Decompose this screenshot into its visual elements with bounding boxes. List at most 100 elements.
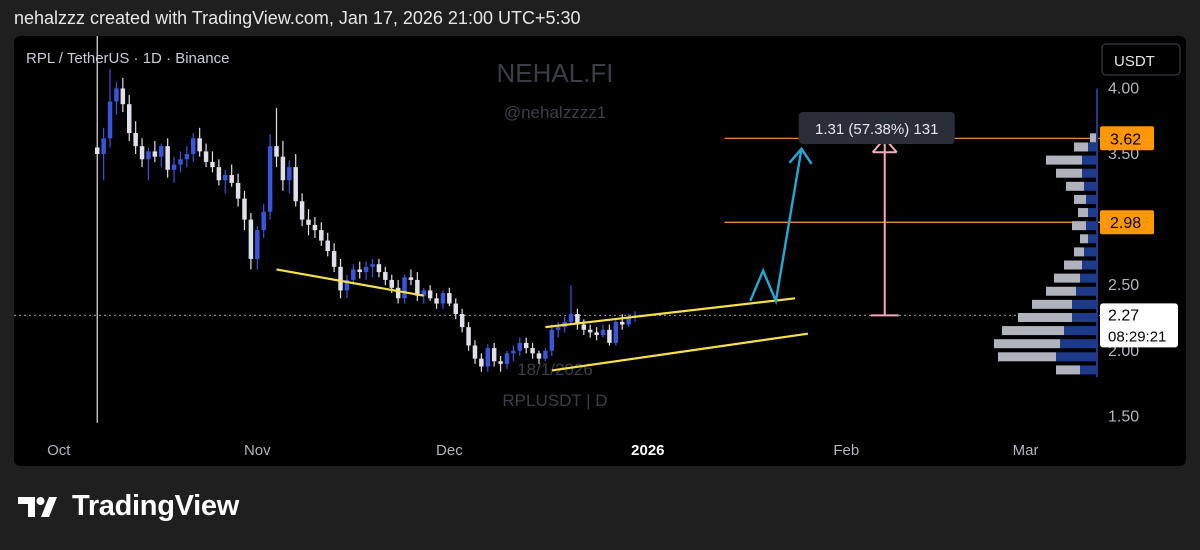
candle-body-61 <box>485 348 491 367</box>
profile-down-bar-6 <box>1078 208 1088 218</box>
current-price-badge <box>1100 303 1178 348</box>
candle-body-14 <box>184 154 190 160</box>
candle-body-79 <box>600 329 606 336</box>
projection-arrow-head <box>788 146 813 165</box>
chart-panel[interactable]: NEHAL.FI @nehalzzzz1 18/1/2026 RPLUSDT |… <box>14 36 1186 466</box>
profile-up-bar-2 <box>1082 155 1096 165</box>
profile-up-bar-16 <box>1060 339 1096 349</box>
brand-name: TradingView <box>72 490 239 522</box>
watermark-ticker: RPLUSDT | D <box>502 391 607 410</box>
candle-body-70 <box>543 350 548 359</box>
candle-body-77 <box>587 329 593 333</box>
measure-label-box <box>798 112 955 144</box>
profile-down-bar-11 <box>1054 273 1080 283</box>
candle-body-23 <box>242 198 247 220</box>
candle-body-62 <box>491 348 497 362</box>
profile-up-bar-6 <box>1088 208 1096 218</box>
profile-down-bar-7 <box>1072 221 1086 231</box>
candle-body-26 <box>261 211 266 231</box>
candle-body-10 <box>159 146 164 157</box>
candle-body-37 <box>331 251 337 267</box>
candle-body-34 <box>312 224 318 231</box>
currency-label: USDT <box>1114 53 1155 70</box>
y-tick-label-0: 1.50 <box>1108 408 1139 425</box>
profile-up-bar-1 <box>1088 142 1096 152</box>
watermark-layer: NEHAL.FI @nehalzzzz1 18/1/2026 RPLUSDT |… <box>496 58 613 410</box>
profile-up-bar-7 <box>1086 221 1096 231</box>
current-price-label: 2.27 <box>1108 307 1139 324</box>
price-chart[interactable]: NEHAL.FI @nehalzzzz1 18/1/2026 RPLUSDT |… <box>14 36 1186 466</box>
x-tick-label-1: Nov <box>244 442 271 459</box>
candle-body-58 <box>466 327 471 346</box>
y-tick-label-2: 2.50 <box>1108 277 1139 294</box>
candle-body-0 <box>94 147 100 155</box>
candle-body-9 <box>152 151 158 157</box>
candle-body-60 <box>479 358 484 367</box>
candle-body-76 <box>581 324 587 330</box>
candle-body-7 <box>139 146 145 160</box>
candle-body-31 <box>293 167 298 202</box>
candle-body-74 <box>568 314 574 322</box>
candle-body-2 <box>107 101 113 139</box>
profile-up-bar-15 <box>1064 326 1096 336</box>
profile-up-bar-17 <box>1056 352 1096 362</box>
candle-body-12 <box>171 164 177 170</box>
candle-body-22 <box>235 182 241 199</box>
candle-body-57 <box>459 314 465 328</box>
candle-body-81 <box>613 321 619 343</box>
profile-down-bar-10 <box>1064 260 1082 270</box>
currency-button[interactable]: USDT <box>1101 43 1181 76</box>
profile-up-bar-4 <box>1084 181 1096 191</box>
profile-up-bar-18 <box>1080 365 1096 375</box>
profile-up-bar-14 <box>1072 312 1096 322</box>
candle-body-42 <box>363 266 369 273</box>
candle-body-11 <box>165 146 170 170</box>
candle-body-46 <box>389 279 394 288</box>
x-tick-label-0: Oct <box>47 442 71 459</box>
candle-body-24 <box>248 219 254 259</box>
volume-profile <box>994 88 1098 377</box>
tradingview-logo-icon <box>18 496 57 517</box>
candle-body-51 <box>421 290 426 296</box>
projection-arrow <box>749 148 803 306</box>
candle-body-6 <box>133 133 138 147</box>
profile-up-bar-10 <box>1082 260 1096 270</box>
x-axis: Oct Nov Dec 2026 Feb Mar <box>47 442 1038 459</box>
candle-body-35 <box>319 230 324 241</box>
profile-down-bar-16 <box>994 339 1060 349</box>
profile-down-bar-15 <box>1002 326 1064 336</box>
candle-body-47 <box>395 287 401 299</box>
candle-body-20 <box>223 175 228 181</box>
candle-body-41 <box>357 269 362 273</box>
profile-up-bar-3 <box>1082 168 1096 178</box>
profile-up-bar-5 <box>1086 194 1096 204</box>
candle-body-30 <box>287 167 292 181</box>
chart-caption: nehalzzz created with TradingView.com, J… <box>14 8 581 28</box>
trendline-0 <box>276 268 424 297</box>
profile-down-bar-17 <box>998 352 1056 362</box>
candle-body-66 <box>517 342 523 351</box>
candle-body-29 <box>280 156 286 181</box>
candle-body-16 <box>197 138 202 152</box>
candle-body-55 <box>447 293 452 304</box>
candle-body-64 <box>504 353 510 364</box>
candle-body-1 <box>101 138 106 155</box>
candle-body-53 <box>434 298 439 304</box>
measure-label: 1.31 (57.38%) 131 <box>815 121 938 138</box>
profile-down-bar-13 <box>1032 299 1072 309</box>
x-tick-label-5: Mar <box>1013 442 1039 459</box>
profile-down-bar-4 <box>1066 181 1084 191</box>
x-tick-label-3: 2026 <box>631 442 664 459</box>
candle-body-39 <box>344 279 350 291</box>
x-tick-label-2: Dec <box>436 442 463 459</box>
profile-up-bar-9 <box>1084 247 1096 257</box>
candle-body-33 <box>306 219 311 225</box>
symbol-label: RPL / TetherUS · 1D · Binance <box>26 50 229 67</box>
candles-layer <box>94 36 638 423</box>
candle-body-49 <box>408 277 414 280</box>
profile-down-bar-3 <box>1056 168 1082 178</box>
level-badge-label-0: 3.62 <box>1110 131 1141 148</box>
candle-body-28 <box>274 146 279 157</box>
candle-body-75 <box>575 314 580 325</box>
